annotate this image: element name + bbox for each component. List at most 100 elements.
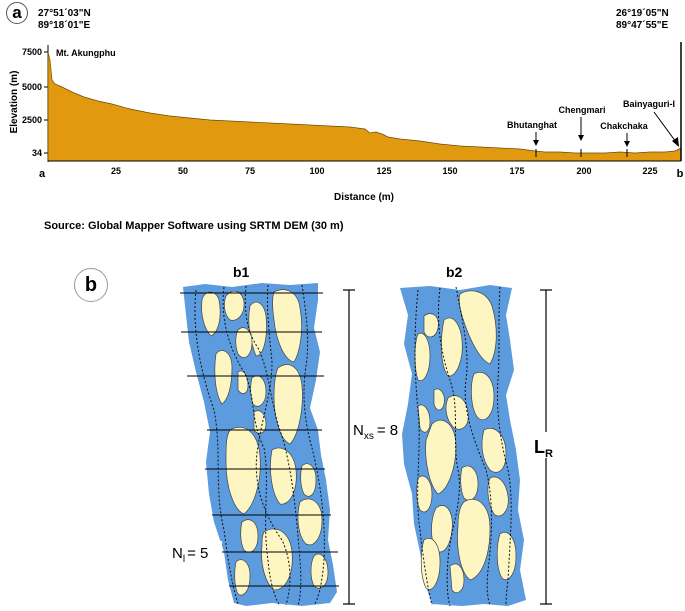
y-tick-label-34: 34 (32, 148, 42, 158)
b2-bar (425, 419, 457, 495)
b2-bar (414, 332, 431, 382)
x-axis-title: Distance (m) (334, 192, 394, 203)
b2-bar (441, 317, 463, 377)
nl-value: = 5 (187, 545, 208, 562)
station-arrow-bainyaguri (653, 111, 677, 143)
x-tick-label-50: 50 (178, 166, 188, 176)
b1-cross-sections (180, 292, 339, 587)
nl-label: Nl = 5 (172, 545, 208, 565)
b2-bar (445, 395, 469, 430)
b2-bar (487, 476, 509, 517)
x-tick-label-150: 150 (442, 166, 457, 176)
nxs-label: Nxs = 8 (353, 422, 398, 442)
x-tick-label-200: 200 (576, 166, 591, 176)
b1-bar (237, 370, 249, 394)
y-tick-label-7500: 7500 (22, 47, 42, 57)
panel-a-badge: a (6, 2, 28, 24)
b1-channel-line (244, 285, 302, 606)
station-label-chakchaka: Chakchaka (600, 121, 649, 131)
b1-bar (310, 553, 329, 589)
b2-bar (481, 428, 507, 473)
x-tick-labels: 25 50 75 100 125 150 175 200 225 (111, 166, 658, 176)
station-arrowhead-bhutanghat (533, 140, 539, 146)
b1-bars (201, 289, 329, 596)
x-tick-label-175: 175 (509, 166, 524, 176)
peak-label: Mt. Akungphu (56, 48, 116, 58)
nl-letter: N (172, 545, 183, 562)
y-axis-title: Elevation (m) (9, 71, 20, 134)
nxs-subscript: xs (364, 431, 374, 442)
b1-bar (261, 528, 293, 591)
station-label-bainyaguri: Bainyaguri-I (623, 99, 675, 109)
right-longitude: 89°47´55"E (616, 20, 669, 31)
station-arrowhead-chengmari (578, 135, 584, 141)
b2-bar (433, 388, 445, 411)
left-longitude: 89°18´01"E (38, 20, 91, 31)
x-tick-label-25: 25 (111, 166, 121, 176)
b2-channel-line (455, 286, 492, 606)
b2-bars (414, 290, 517, 594)
x-tick-label-225: 225 (642, 166, 657, 176)
station-annotations: Bhutanghat Chengmari Chakchaka Bainyagur… (507, 99, 679, 157)
station-label-bhutanghat: Bhutanghat (507, 120, 557, 130)
b2-bar (420, 538, 441, 590)
b1-bar (225, 426, 261, 515)
b2-title: b2 (446, 264, 463, 280)
b2-bar (417, 404, 431, 433)
left-coordinates: 27°51´03"N 89°18´01"E (38, 8, 91, 32)
nxs-dimension-bar (343, 289, 355, 605)
nxs-value: = 8 (377, 422, 398, 439)
b1-channel-lines (194, 284, 325, 607)
x-tick-label-125: 125 (376, 166, 391, 176)
b2-bar (471, 372, 495, 420)
b1-bar (300, 463, 317, 497)
elevation-profile-chart: 7500 5000 2500 34 Elevation (m) 25 50 75… (9, 42, 684, 203)
b2-bar (496, 532, 517, 580)
nl-subscript: l (183, 554, 185, 565)
station-arrowhead-bainyaguri (672, 137, 679, 147)
b1-bar (273, 364, 303, 445)
b1-channel-line (301, 284, 325, 606)
lr-label-background (532, 432, 564, 458)
left-latitude: 27°51´03"N (38, 8, 91, 19)
b2-bar (431, 505, 453, 553)
b2-bar (457, 498, 491, 581)
elevation-area (47, 51, 682, 162)
lr-label: LR (534, 437, 553, 460)
b1-channel-line (255, 284, 291, 606)
b1-bar (250, 375, 267, 407)
right-coordinates: 26°19´05"N 89°47´55"E (616, 8, 669, 32)
profile-end-b: b (677, 168, 684, 180)
station-label-chengmari: Chengmari (558, 105, 605, 115)
x-tick-label-100: 100 (309, 166, 324, 176)
b2-channel-line (497, 286, 512, 607)
b1-bar (224, 290, 245, 321)
b2-bar (416, 475, 433, 513)
b2-bar (460, 465, 479, 501)
nxs-letter: N (353, 422, 364, 439)
b1-bar (272, 289, 302, 363)
source-caption: Source: Global Mapper Software using SRT… (44, 220, 344, 232)
braided-river-schematic: Nxs = 8 Nl = 5 LR (170, 283, 564, 607)
lr-letter: L (534, 437, 545, 457)
b2-bar (449, 563, 465, 594)
y-tick-label-5000: 5000 (22, 82, 42, 92)
panel-b-badge: b (74, 268, 108, 302)
b2-channel-lines (414, 286, 512, 607)
b1-bar (201, 291, 221, 337)
profile-end-a: a (39, 168, 46, 180)
nl-label-background (170, 541, 222, 563)
lr-subscript: R (545, 448, 553, 460)
station-arrowhead-chakchaka (624, 141, 630, 147)
b1-bar (297, 498, 323, 546)
b1-title: b1 (233, 264, 250, 280)
b2-bar (423, 313, 439, 338)
b1-bar (270, 447, 297, 505)
b1-bar (234, 559, 251, 596)
b1-bar (240, 519, 259, 553)
y-tick-label-2500: 2500 (22, 115, 42, 125)
b1-bar (214, 350, 233, 405)
b1-bar (253, 410, 267, 434)
b1-bar (235, 327, 253, 358)
right-latitude: 26°19´05"N (616, 8, 669, 19)
